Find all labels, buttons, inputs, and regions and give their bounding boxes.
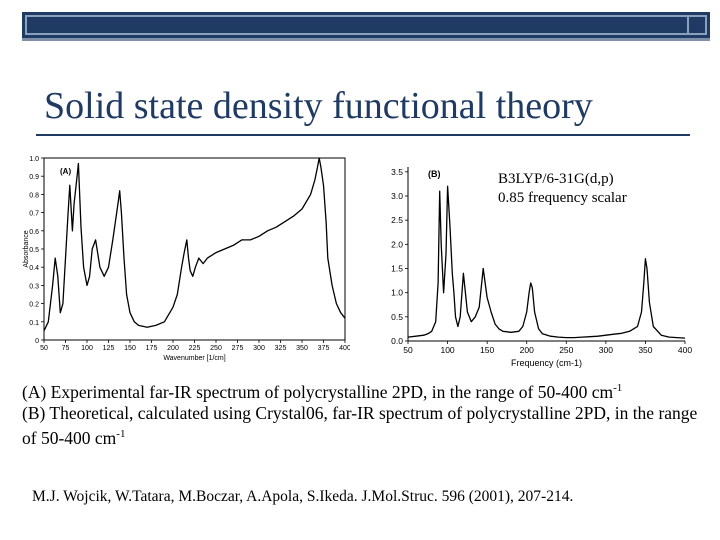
top-stripe <box>22 38 710 41</box>
x-tick-label: 100 <box>440 345 454 355</box>
y-tick-label: 0.5 <box>391 312 403 322</box>
x-axis-title: Frequency (cm-1) <box>511 358 582 368</box>
x-axis-title: Wavenumber [1/cm] <box>163 355 225 362</box>
spectrum-line <box>43 157 346 332</box>
y-tick-label: 0.1 <box>29 320 39 327</box>
x-tick-label: 300 <box>253 345 265 352</box>
y-tick-label: 0.4 <box>29 265 39 272</box>
x-tick-label: 50 <box>40 345 48 352</box>
x-tick-label: 375 <box>318 345 330 352</box>
y-tick-label: 3.0 <box>391 191 403 201</box>
top-bar-frame <box>25 15 689 35</box>
figure-caption: (A) Experimental far-IR spectrum of poly… <box>22 378 712 449</box>
x-tick-label: 150 <box>124 345 136 352</box>
panel-label: (A) <box>60 167 71 176</box>
caption-b: (B) Theoretical, calculated using Crysta… <box>22 402 698 448</box>
y-tick-label: 0.8 <box>29 192 39 199</box>
y-tick-label: 0.7 <box>29 211 39 218</box>
x-tick-label: 175 <box>146 345 158 352</box>
x-tick-label: 125 <box>103 345 115 352</box>
y-tick-label: 1.5 <box>391 264 403 274</box>
y-tick-label: 0.9 <box>29 174 39 181</box>
plot-frame <box>43 157 346 341</box>
x-tick-label: 225 <box>189 345 201 352</box>
y-axis-title: Absorbance <box>23 230 30 267</box>
x-tick-label: 100 <box>81 345 93 352</box>
x-tick-label: 350 <box>638 345 652 355</box>
y-tick-label: 3.5 <box>391 167 403 177</box>
top-bar-square <box>687 15 707 35</box>
y-tick-label: 0.2 <box>29 302 39 309</box>
x-tick-label: 75 <box>62 345 70 352</box>
top-decorative-bar <box>22 12 710 38</box>
x-tick-label: 250 <box>559 345 573 355</box>
x-tick-label: 50 <box>403 345 413 355</box>
method-scalar: 0.85 frequency scalar <box>498 190 627 206</box>
x-tick-label: 150 <box>480 345 494 355</box>
x-tick-label: 400 <box>678 345 692 355</box>
slide-title: Solid state density functional theory <box>44 85 593 127</box>
spectrum-line <box>407 185 686 339</box>
x-tick-label: 200 <box>520 345 534 355</box>
y-tick-label: 0.0 <box>391 336 403 346</box>
y-tick-label: 0 <box>35 338 39 345</box>
chart-a-experimental: 50 75 100 125 150 175 200 225 250 275 300 325 350 375… <box>23 156 350 362</box>
y-tick-label: 1.0 <box>29 156 39 163</box>
x-tick-label: 400 <box>339 345 350 352</box>
y-tick-label: 2.0 <box>391 239 403 249</box>
y-tick-label: 0.3 <box>29 283 39 290</box>
y-tick-label: 2.5 <box>391 215 403 225</box>
x-tick-label: 325 <box>275 345 287 352</box>
chart-b-theoretical: 50 100 150 200 250 300 350 400 0.0 0.5 1.0 1.5 2.0 2.… <box>391 167 692 368</box>
x-tick-label: 200 <box>167 345 179 352</box>
x-tick-label: 250 <box>210 345 222 352</box>
title-divider <box>36 134 690 136</box>
x-tick-label: 350 <box>296 345 308 352</box>
citation: M.J. Wojcik, W.Tatara, M.Boczar, A.Apola… <box>32 488 574 505</box>
panel-label: (B) <box>428 169 441 179</box>
y-tick-label: 0.5 <box>29 247 39 254</box>
y-tick-label: 0.6 <box>29 229 39 236</box>
x-tick-label: 300 <box>599 345 613 355</box>
method-label: B3LYP/6-31G(d,p) 0.85 frequency scalar <box>498 170 627 208</box>
caption-a: (A) Experimental far-IR spectrum of poly… <box>22 381 623 402</box>
y-tick-label: 1.0 <box>391 288 403 298</box>
x-tick-label: 275 <box>232 345 244 352</box>
method-functional: B3LYP/6-31G(d,p) <box>498 171 614 187</box>
